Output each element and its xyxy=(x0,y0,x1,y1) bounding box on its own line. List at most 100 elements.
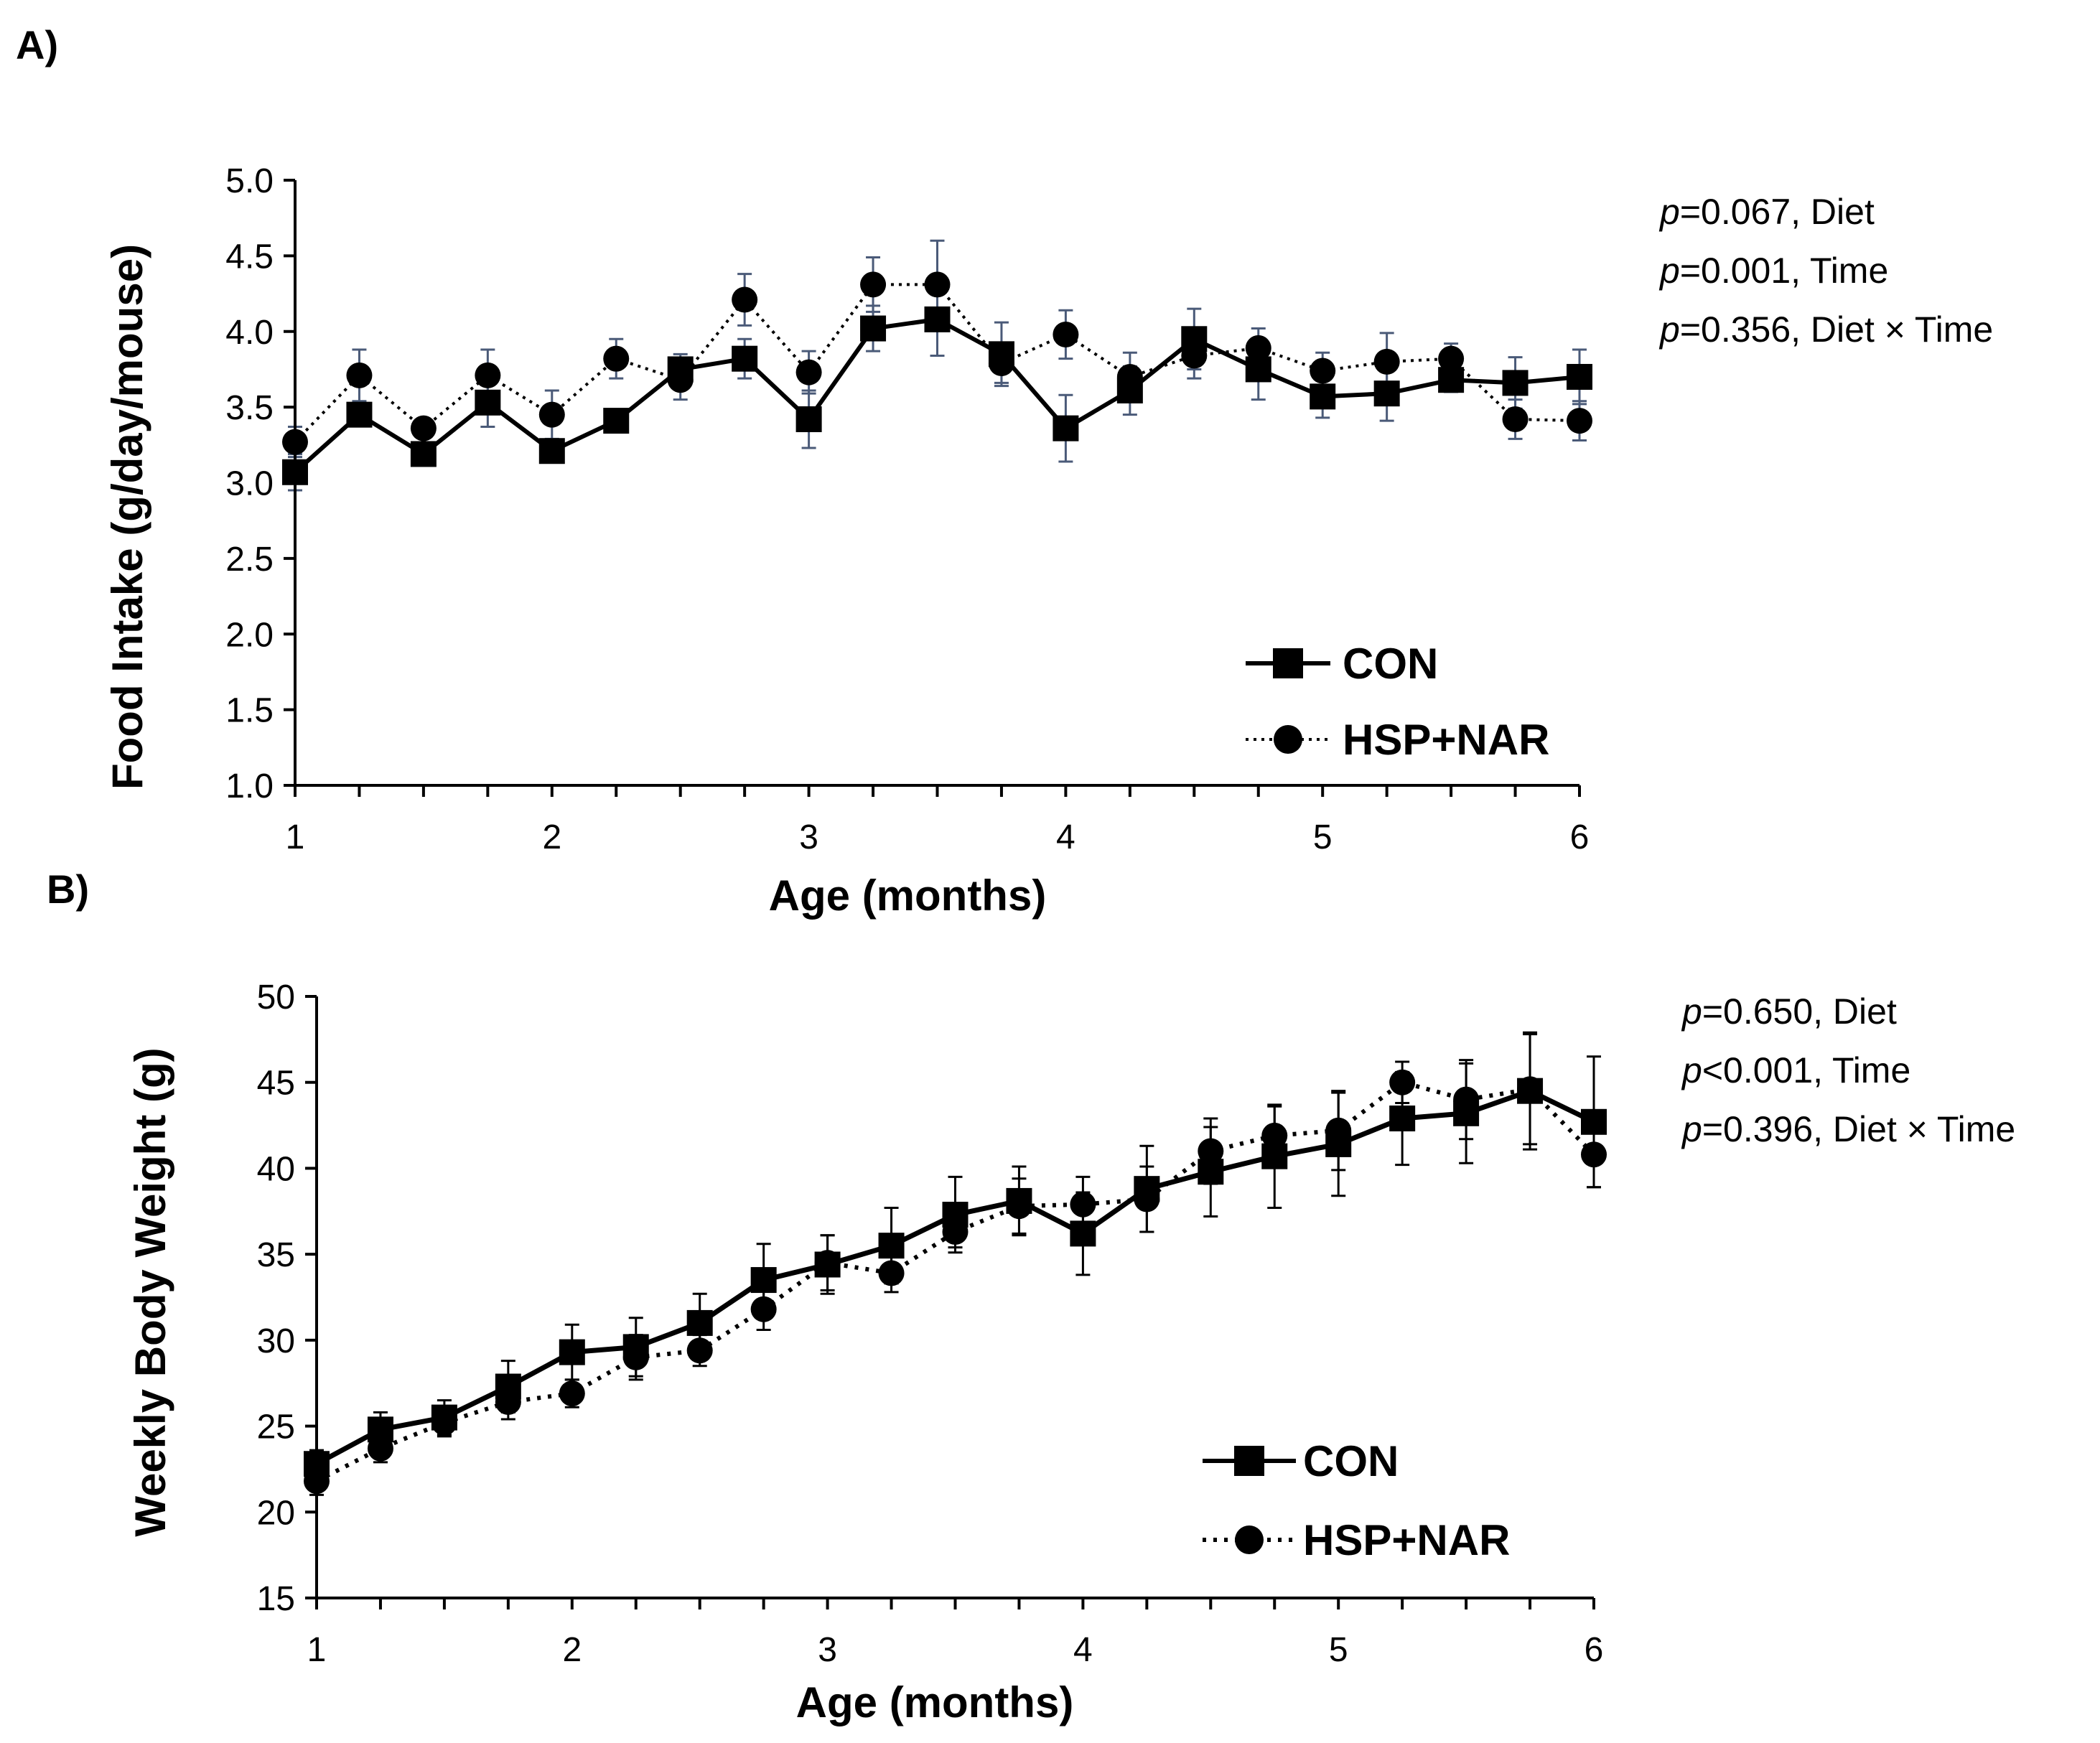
chart-0-y-tick-label: 1.5 xyxy=(225,692,274,730)
chart-0-hsp-nar-point xyxy=(1438,345,1465,372)
panel-b-y-axis-title: Weekly Body Weight (g) xyxy=(126,1047,174,1536)
panel-b-x-axis-title: Age (months) xyxy=(796,1678,1074,1726)
chart-1-con-point xyxy=(559,1339,585,1365)
panel-b-y-ticks: 15 20 25 30 35 40 45 50 xyxy=(257,978,317,1618)
legend-con-square-icon xyxy=(1273,648,1303,678)
chart-1-hsp-nar-point xyxy=(878,1260,905,1286)
chart-1-hsp-nar-point xyxy=(431,1409,457,1436)
chart-0-x-tick-label: 5 xyxy=(1313,818,1333,856)
chart-0-y-tick-label: 4.5 xyxy=(225,238,274,276)
chart-0-hsp-nar-point xyxy=(1245,335,1271,361)
chart-1-hsp-nar-point xyxy=(495,1389,521,1416)
chart-0-con-point xyxy=(924,306,951,332)
chart-1-con-point xyxy=(750,1267,777,1294)
chart-1-hsp-nar-point xyxy=(1325,1117,1352,1144)
legend-hsp-circle-icon xyxy=(1274,725,1302,754)
chart-1-y-tick-label: 15 xyxy=(257,1580,295,1618)
chart-1-hsp-nar-point xyxy=(559,1380,585,1407)
chart-0-x-tick-label: 4 xyxy=(1056,818,1075,856)
chart-0-con-point xyxy=(732,345,758,372)
chart-1-y-tick-label: 30 xyxy=(257,1322,295,1360)
chart-0-con-point xyxy=(410,441,437,467)
chart-1-con-point xyxy=(1581,1108,1607,1135)
panel-b-stat-time: p<0.001, Time xyxy=(1681,1050,1910,1090)
panel-a-stat-diet: p=0.067, Diet xyxy=(1658,192,1875,232)
chart-0-x-tick-label: 2 xyxy=(542,818,561,856)
panel-b-x-ticks: 1 2 3 4 5 6 xyxy=(307,1598,1604,1669)
chart-0-con-point xyxy=(538,438,565,464)
chart-1-con-point xyxy=(1070,1220,1096,1247)
chart-0-con-point xyxy=(346,401,373,428)
chart-1-hsp-nar-point xyxy=(1389,1069,1416,1095)
legend-hsp-circle-icon xyxy=(1235,1525,1264,1554)
chart-0-x-tick-label: 1 xyxy=(286,818,305,856)
panel-a-stat-time: p=0.001, Time xyxy=(1658,251,1888,291)
chart-1-hsp-nar-point xyxy=(1134,1186,1160,1212)
chart-0-hsp-nar-point xyxy=(346,362,373,388)
chart-1-y-tick-label: 40 xyxy=(257,1150,295,1188)
panel-a-legend: CON HSP+NAR xyxy=(1246,640,1549,764)
chart-1-x-tick-label: 6 xyxy=(1585,1631,1604,1669)
chart-0-hsp-nar-point xyxy=(1502,406,1529,432)
chart-0-con-point xyxy=(1502,370,1529,396)
chart-1-hsp-nar-point xyxy=(622,1344,649,1370)
chart-0-y-tick-label: 3.5 xyxy=(225,389,274,427)
chart-0-x-tick-label: 6 xyxy=(1570,818,1590,856)
chart-1-x-tick-label: 1 xyxy=(307,1631,327,1669)
chart-1-x-tick-label: 4 xyxy=(1073,1631,1093,1669)
chart-0-hsp-nar-point xyxy=(1567,408,1592,434)
chart-0-hsp-nar-point xyxy=(795,359,822,385)
chart-0-con-point xyxy=(603,408,630,434)
legend-con-square-icon xyxy=(1234,1446,1264,1476)
chart-1-hsp-nar-point xyxy=(1006,1193,1032,1220)
chart-0-con-point xyxy=(1373,380,1400,407)
chart-0-con-point xyxy=(1567,363,1592,390)
chart-1-y-tick-label: 45 xyxy=(257,1065,295,1103)
panel-a: A) 1.0 1.5 2.0 2.5 3.0 3.5 4.0 4.5 5.0 1 2 3 4 5 6 Fo… xyxy=(16,22,1993,920)
panel-b-stat-interaction: p=0.396, Diet × Time xyxy=(1681,1109,2015,1149)
chart-0-hsp-nar-point xyxy=(1116,363,1143,390)
chart-1-x-tick-label: 5 xyxy=(1329,1631,1348,1669)
panel-a-stat-interaction: p=0.356, Diet × Time xyxy=(1658,309,1993,350)
chart-1-con-point xyxy=(686,1309,713,1336)
chart-0-y-tick-label: 1.0 xyxy=(225,767,274,805)
chart-1-y-tick-label: 50 xyxy=(257,978,295,1017)
chart-0-hsp-nar-point xyxy=(732,286,758,313)
chart-1-hsp-nar-point xyxy=(814,1250,841,1276)
chart-1-hsp-nar-line xyxy=(315,1080,1596,1483)
chart-0-y-tick-label: 4.0 xyxy=(225,314,274,352)
chart-0-con-point xyxy=(795,406,822,432)
panel-a-label: A) xyxy=(16,22,58,67)
chart-0-y-tick-label: 5.0 xyxy=(225,162,274,200)
chart-0-con-point xyxy=(1310,383,1336,410)
chart-1-hsp-nar-point xyxy=(1070,1191,1096,1218)
chart-0-y-tick-label: 2.0 xyxy=(225,616,274,654)
chart-1-y-tick-label: 25 xyxy=(257,1408,295,1447)
legend-con-label: CON xyxy=(1343,640,1438,688)
panel-a-x-axis-title: Age (months) xyxy=(769,872,1047,920)
chart-1-hsp-nar-point xyxy=(942,1219,969,1246)
chart-1-hsp-nar-point xyxy=(1517,1076,1544,1103)
chart-0-hsp-nar-point xyxy=(475,362,501,388)
chart-0-hsp-nar-point xyxy=(1181,342,1208,369)
chart-1-y-tick-label: 35 xyxy=(257,1236,295,1274)
panel-b-stat-diet: p=0.650, Diet xyxy=(1681,991,1897,1032)
chart-1-y-tick-label: 20 xyxy=(257,1494,295,1532)
chart-0-hsp-nar-point xyxy=(924,271,951,298)
legend-hsp-label: HSP+NAR xyxy=(1303,1516,1510,1564)
chart-0-hsp-nar-point xyxy=(538,401,565,428)
chart-0-y-tick-label: 3.0 xyxy=(225,465,274,503)
panel-b-legend: CON HSP+NAR xyxy=(1203,1437,1510,1564)
panel-a-y-ticks: 1.0 1.5 2.0 2.5 3.0 3.5 4.0 4.5 5.0 xyxy=(225,162,295,805)
panel-a-stats: p=0.067, Diet p=0.001, Time p=0.356, Die… xyxy=(1658,192,1993,350)
panel-b-label: B) xyxy=(47,866,89,912)
chart-0-con-point xyxy=(475,389,501,416)
chart-1-con-point xyxy=(1389,1105,1416,1131)
chart-1-x-tick-label: 3 xyxy=(818,1631,837,1669)
chart-0-hsp-nar-line xyxy=(294,283,1580,443)
chart-1-con-point xyxy=(878,1233,905,1259)
chart-0-hsp-nar-point xyxy=(1373,348,1400,375)
legend-con-label: CON xyxy=(1303,1437,1399,1485)
